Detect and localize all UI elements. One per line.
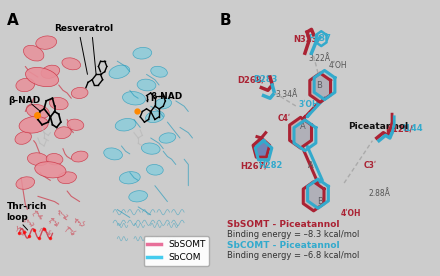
Text: B: B [316, 81, 322, 89]
Text: I144: I144 [402, 124, 422, 133]
Ellipse shape [26, 104, 49, 119]
Ellipse shape [49, 97, 68, 110]
Ellipse shape [122, 92, 146, 105]
Ellipse shape [155, 98, 172, 109]
Text: C3ʹ: C3ʹ [364, 161, 377, 170]
Ellipse shape [146, 111, 164, 123]
Ellipse shape [151, 66, 167, 77]
Ellipse shape [27, 153, 48, 166]
Polygon shape [290, 117, 312, 148]
Text: SbCOMT - Piceatannol: SbCOMT - Piceatannol [227, 241, 339, 250]
Polygon shape [294, 120, 316, 151]
Text: H267/: H267/ [241, 161, 268, 170]
Ellipse shape [16, 177, 35, 189]
Text: D268/: D268/ [238, 75, 265, 84]
Ellipse shape [133, 47, 152, 59]
Ellipse shape [129, 191, 147, 202]
Ellipse shape [55, 127, 71, 139]
Text: Thr-rich
loop: Thr-rich loop [7, 202, 47, 222]
Text: Piceatannol: Piceatannol [348, 122, 409, 131]
Text: 2.88Å: 2.88Å [368, 189, 390, 198]
Polygon shape [303, 182, 324, 211]
Ellipse shape [104, 148, 122, 160]
Ellipse shape [71, 87, 88, 99]
Ellipse shape [159, 133, 176, 143]
Polygon shape [314, 70, 335, 100]
Text: β-NAD: β-NAD [150, 92, 183, 102]
Text: B: B [220, 14, 231, 28]
Text: D283: D283 [254, 75, 278, 84]
Text: 3.34Å: 3.34Å [275, 90, 298, 99]
Ellipse shape [46, 153, 63, 165]
Ellipse shape [109, 65, 130, 78]
Polygon shape [253, 138, 270, 157]
Text: A: A [7, 14, 18, 28]
Ellipse shape [15, 132, 31, 144]
Text: SbSOMT - Piceatannol: SbSOMT - Piceatannol [227, 220, 339, 229]
Polygon shape [308, 179, 328, 208]
Ellipse shape [58, 172, 77, 184]
Ellipse shape [35, 162, 66, 178]
Ellipse shape [16, 78, 35, 92]
Ellipse shape [147, 164, 163, 175]
Ellipse shape [41, 65, 60, 78]
Ellipse shape [71, 151, 88, 162]
Text: H282: H282 [258, 161, 282, 170]
Text: 3ʹOH: 3ʹOH [298, 100, 319, 109]
Text: F337: F337 [308, 34, 331, 43]
Text: 4ʹOH: 4ʹOH [329, 61, 348, 70]
Polygon shape [310, 73, 330, 102]
Ellipse shape [67, 119, 84, 130]
Ellipse shape [115, 118, 136, 131]
Ellipse shape [62, 58, 81, 70]
Ellipse shape [141, 143, 160, 154]
Ellipse shape [19, 116, 48, 133]
Ellipse shape [36, 36, 57, 49]
Text: C4ʹ: C4ʹ [278, 114, 291, 123]
Text: A: A [300, 122, 305, 131]
Text: Binding energy = –8.3 kcal/mol: Binding energy = –8.3 kcal/mol [227, 230, 359, 239]
Ellipse shape [26, 67, 59, 87]
Ellipse shape [119, 172, 140, 184]
Text: B: B [317, 197, 323, 206]
Text: β-NAD: β-NAD [9, 96, 41, 105]
Text: N323/: N323/ [293, 34, 320, 43]
Legend: SbSOMT, SbCOM: SbSOMT, SbCOM [143, 236, 209, 266]
Text: Binding energy = –6.8 kcal/mol: Binding energy = –6.8 kcal/mol [227, 251, 359, 261]
Ellipse shape [23, 45, 44, 61]
Text: 3.22Å: 3.22Å [308, 54, 330, 63]
Text: Resveratrol: Resveratrol [54, 24, 114, 33]
Text: A: A [308, 161, 314, 170]
Text: N128/: N128/ [385, 124, 413, 133]
Text: 4ʹOH: 4ʹOH [341, 209, 361, 218]
Ellipse shape [137, 79, 156, 91]
